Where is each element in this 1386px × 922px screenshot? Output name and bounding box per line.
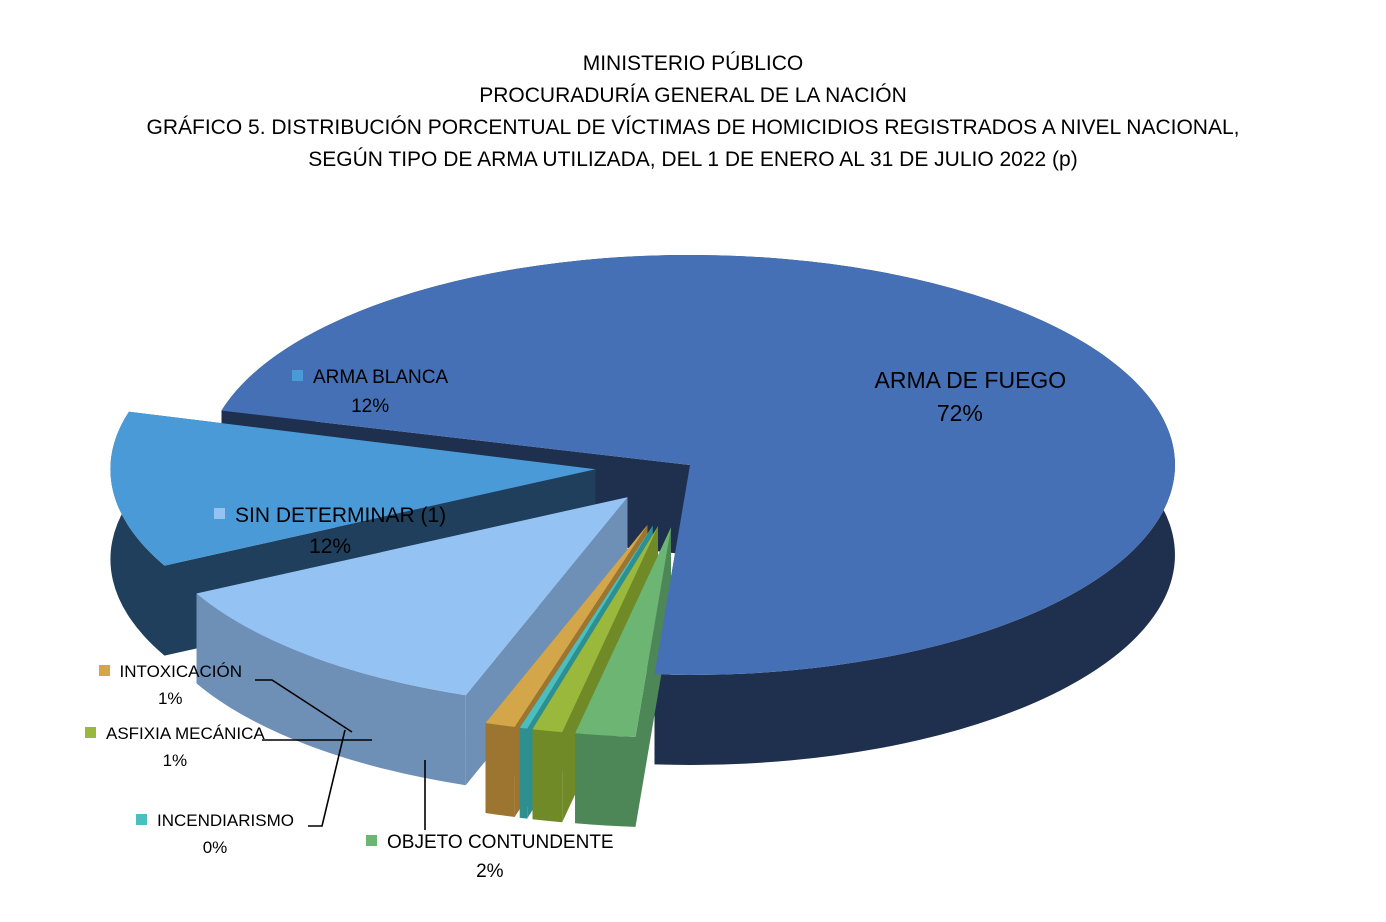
title-line-2: PROCURADURÍA GENERAL DE LA NACIÓN (479, 84, 907, 107)
slice-asfixia-mec-nica (532, 526, 658, 733)
data-label-text: SIN DETERMINAR (1) (235, 503, 447, 527)
data-label-2: ASFIXIA MECÁNICA 1% (85, 720, 265, 774)
chart-title: MINISTERIO PÚBLICO PROCURADURÍA GENERAL … (0, 48, 1386, 176)
slice-arma-blanca (110, 411, 596, 566)
slice-face-2-1 (532, 526, 658, 820)
legend-swatch (853, 373, 865, 385)
legend-swatch (214, 508, 225, 520)
data-label-percent: 12% (309, 534, 352, 558)
legend-swatch (292, 369, 303, 381)
data-label-text: INTOXICACIÓN (119, 661, 242, 681)
title-line-3: GRÁFICO 5. DISTRIBUCIÓN PORCENTUAL DE VÍ… (146, 116, 1240, 139)
title-line-4: SEGÚN TIPO DE ARMA UTILIZADA, DEL 1 DE E… (308, 148, 1078, 171)
legend-swatch (136, 813, 147, 825)
data-label-3: INCENDIARISMO 0% (136, 807, 294, 861)
data-label-text: INCENDIARISMO (157, 810, 294, 830)
data-label-percent: 1% (157, 688, 183, 708)
slice-sin-determinar-1 (196, 497, 628, 696)
data-label-percent: 2% (476, 860, 504, 882)
slice-arma-de-fuego (221, 254, 1175, 675)
slice-incendiarismo (519, 525, 653, 729)
legend-swatch (98, 664, 110, 676)
data-label-0: ARMA DE FUEGO 72% (853, 364, 1067, 430)
data-label-name: ARMA BLANCA (292, 367, 448, 388)
leader-line-0 (255, 679, 353, 733)
legend-swatch (85, 726, 96, 738)
data-label-text: ASFIXIA MECÁNICA (106, 723, 265, 743)
data-label-name: ARMA DE FUEGO (853, 366, 1067, 393)
data-label-text: ARMA BLANCA (313, 366, 449, 388)
data-label-text: ARMA DE FUEGO (874, 366, 1067, 393)
slice-objeto-contundente (575, 527, 671, 737)
slice-intoxicaci-n (485, 525, 648, 727)
data-label-percent: 12% (351, 395, 390, 417)
data-label-percent: 72% (936, 399, 983, 426)
data-label-name: ASFIXIA MECÁNICA (85, 724, 265, 743)
legend-swatch (366, 834, 377, 846)
data-label-percent: 1% (162, 750, 188, 770)
data-label-5: SIN DETERMINAR (1) 12% (214, 500, 446, 562)
data-label-4: INTOXICACIÓN 1% (98, 658, 242, 712)
leader-line-2 (308, 729, 346, 827)
title-line-1: MINISTERIO PÚBLICO (582, 52, 804, 75)
data-label-percent: 0% (202, 837, 228, 857)
data-label-6: ARMA BLANCA 12% (292, 363, 448, 421)
data-label-1: OBJETO CONTUNDENTE 2% (366, 828, 614, 886)
leader-lines (255, 679, 426, 830)
data-label-name: INCENDIARISMO (136, 811, 294, 830)
data-label-name: OBJETO CONTUNDENTE (366, 832, 614, 853)
data-label-name: SIN DETERMINAR (1) (214, 504, 446, 527)
data-label-name: INTOXICACIÓN (98, 661, 242, 681)
data-label-text: OBJETO CONTUNDENTE (387, 831, 614, 853)
